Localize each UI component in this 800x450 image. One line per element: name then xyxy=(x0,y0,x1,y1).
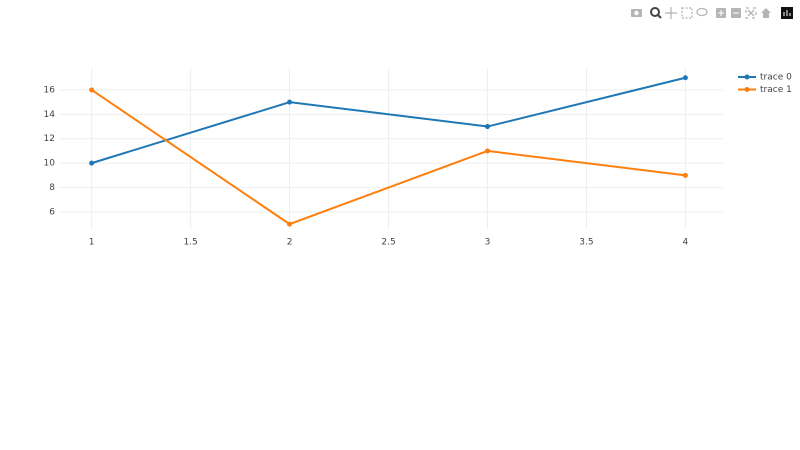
x-tick-label: 1 xyxy=(89,238,95,248)
zoom-in-button[interactable] xyxy=(716,8,726,18)
data-line xyxy=(91,76,686,165)
data-point xyxy=(682,75,688,81)
legend-marker xyxy=(744,87,750,92)
box-select-button[interactable] xyxy=(681,7,693,19)
data-line xyxy=(91,89,686,226)
zoom-button[interactable] xyxy=(650,7,662,19)
autoscale-button[interactable] xyxy=(745,7,757,19)
x-tick-label: 1.5 xyxy=(183,238,197,248)
x-tick-label: 2 xyxy=(287,238,293,248)
data-point xyxy=(484,124,490,130)
modebar xyxy=(631,7,793,19)
legend-label: trace 1 xyxy=(760,85,792,95)
lasso-button[interactable] xyxy=(696,7,708,17)
y-tick-label: 10 xyxy=(44,159,56,169)
x-tick-label: 2.5 xyxy=(381,238,395,248)
data-point xyxy=(89,87,95,93)
legend-marker xyxy=(744,74,750,80)
data-point xyxy=(287,99,293,105)
x-tick-label: 3 xyxy=(485,238,491,248)
x-tick-label: 4 xyxy=(683,238,689,248)
y-tick-label: 6 xyxy=(49,207,55,217)
pan-button[interactable] xyxy=(665,7,677,19)
data-point xyxy=(287,221,293,227)
data-point xyxy=(89,160,95,166)
zoom-out-button[interactable] xyxy=(731,8,741,18)
plotly-logo[interactable] xyxy=(781,7,793,19)
y-tick-label: 16 xyxy=(44,85,56,95)
y-tick-label: 12 xyxy=(44,134,55,144)
plot-area: 1 1.5 2 2.5 3 3.5 4 6 8 10 12 14 16 trace 0 trace 1 xyxy=(44,68,792,248)
data-point xyxy=(682,172,688,178)
y-tick-label: 8 xyxy=(49,183,55,193)
data-point xyxy=(484,148,490,154)
reset-button[interactable] xyxy=(761,8,771,18)
y-tick-label: 14 xyxy=(44,110,56,120)
x-tick-label: 3.5 xyxy=(579,238,593,248)
camera-button[interactable] xyxy=(631,9,642,17)
legend-label: trace 0 xyxy=(760,73,792,83)
